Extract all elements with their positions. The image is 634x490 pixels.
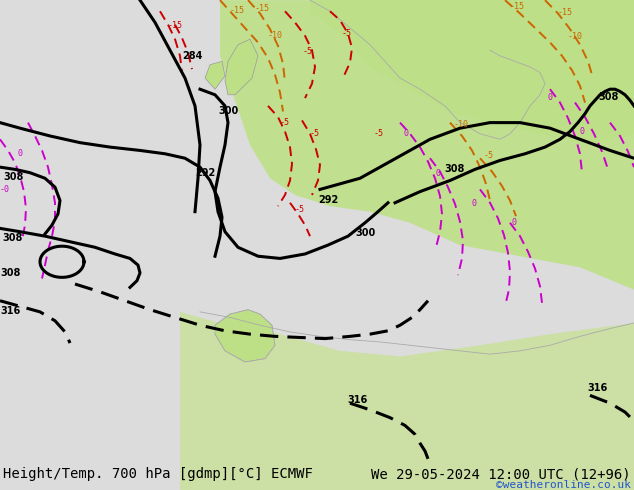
Text: 308: 308: [0, 268, 20, 278]
Text: -15: -15: [168, 21, 183, 30]
Text: -5: -5: [310, 129, 320, 138]
Text: 0: 0: [18, 149, 23, 158]
Text: -5: -5: [484, 151, 494, 160]
Text: 308: 308: [444, 164, 464, 173]
Text: 292: 292: [195, 168, 216, 178]
Text: -15: -15: [255, 4, 270, 13]
Text: -5: -5: [280, 118, 290, 127]
Text: -10: -10: [454, 120, 469, 129]
Text: -5: -5: [303, 47, 313, 55]
Polygon shape: [180, 312, 634, 490]
Text: -5: -5: [295, 205, 305, 214]
Text: 308: 308: [2, 233, 22, 243]
Text: 0: 0: [472, 199, 477, 208]
Text: 0: 0: [435, 169, 440, 178]
Text: 308: 308: [598, 92, 618, 102]
Text: 0: 0: [404, 129, 409, 138]
Polygon shape: [225, 39, 258, 95]
Polygon shape: [205, 61, 225, 89]
Polygon shape: [215, 310, 275, 362]
Text: 284: 284: [182, 51, 202, 61]
Text: ©weatheronline.co.uk: ©weatheronline.co.uk: [496, 480, 631, 490]
Text: 316: 316: [347, 395, 367, 405]
Text: 308: 308: [3, 172, 23, 182]
Text: 316: 316: [0, 306, 20, 316]
Polygon shape: [310, 0, 634, 145]
Text: 292: 292: [318, 195, 339, 205]
Text: Height/Temp. 700 hPa [gdmp][°C] ECMWF: Height/Temp. 700 hPa [gdmp][°C] ECMWF: [3, 467, 313, 481]
Text: -15: -15: [558, 8, 573, 17]
Text: 0: 0: [580, 127, 585, 136]
Text: -10: -10: [568, 32, 583, 41]
Text: 0: 0: [512, 218, 517, 227]
Text: -15: -15: [230, 6, 245, 16]
Text: -5: -5: [342, 29, 352, 38]
Text: -5: -5: [374, 129, 384, 138]
Text: We 29-05-2024 12:00 UTC (12+96): We 29-05-2024 12:00 UTC (12+96): [372, 467, 631, 481]
Text: 0: 0: [548, 93, 553, 102]
Polygon shape: [0, 0, 200, 401]
Text: -15: -15: [510, 2, 525, 11]
Text: 316: 316: [587, 383, 607, 393]
Text: -0: -0: [0, 185, 10, 194]
Text: 300: 300: [218, 106, 238, 116]
Text: -10: -10: [268, 31, 283, 40]
Polygon shape: [220, 0, 634, 290]
Text: 300: 300: [355, 228, 375, 238]
